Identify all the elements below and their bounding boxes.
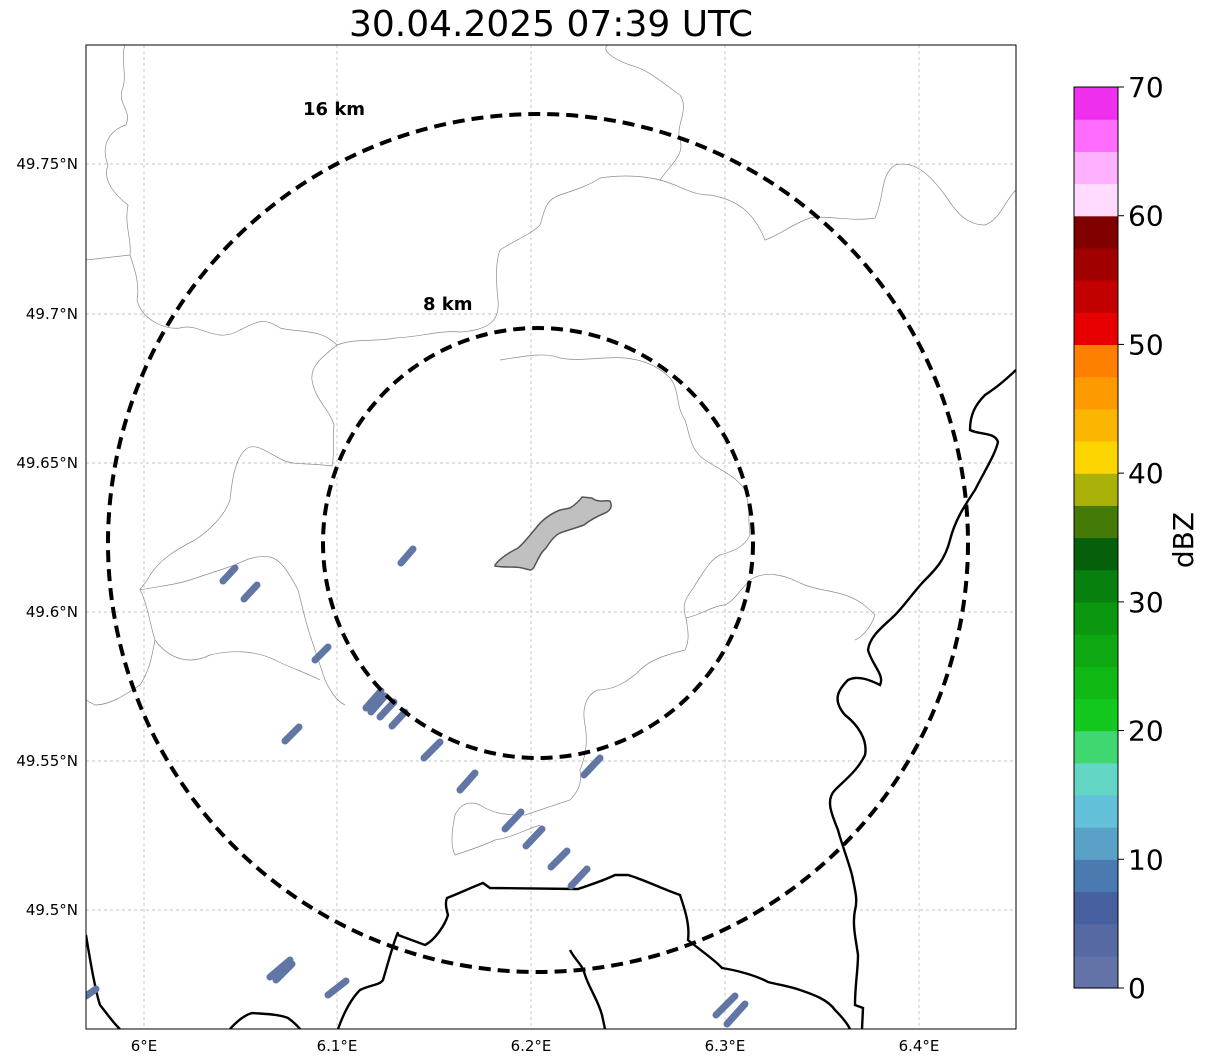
colorbar-tick-label: 70 xyxy=(1128,71,1164,104)
colorbar-bins xyxy=(1074,87,1118,989)
colorbar-bin xyxy=(1074,923,1118,957)
colorbar-bin xyxy=(1074,666,1118,699)
echo-cell xyxy=(324,977,350,999)
border-lux-fr xyxy=(86,934,121,1029)
lon-tick-label: 6.4°E xyxy=(899,1037,940,1055)
colorbar-bin xyxy=(1074,634,1118,667)
colorbar-bin xyxy=(1074,344,1118,378)
echo-cell xyxy=(367,692,389,716)
lat-tick-label: 49.55°N xyxy=(16,752,78,770)
colorbar-bin xyxy=(1074,505,1118,539)
colorbar-bin xyxy=(1074,473,1118,506)
colorbar-bin xyxy=(1074,408,1118,442)
country-borders xyxy=(86,369,1016,1029)
echo-cell xyxy=(388,708,409,730)
commune-borders xyxy=(86,45,1016,856)
colorbar-bin xyxy=(1074,537,1118,571)
echo-cell xyxy=(266,956,294,981)
colorbar-bin xyxy=(1074,440,1118,474)
border-lux-fr-3 xyxy=(336,931,400,1029)
colorbar-bin xyxy=(1074,376,1118,410)
echo-cell xyxy=(281,723,303,745)
city-area xyxy=(494,496,612,571)
echo-cell xyxy=(219,564,239,585)
colorbar-bin xyxy=(1074,247,1118,281)
reflectivity-echoes xyxy=(86,545,749,1028)
colorbar-bin xyxy=(1074,119,1118,152)
colorbar-bin xyxy=(1074,794,1118,828)
colorbar-bin xyxy=(1074,698,1118,732)
border-south-central xyxy=(397,873,852,1029)
echo-cell xyxy=(567,865,591,890)
range-ring-label-16km: 16 km xyxy=(303,99,365,120)
colorbar-tick-label: 20 xyxy=(1128,715,1164,748)
lon-tick-label: 6.2°E xyxy=(511,1037,552,1055)
echo-cell xyxy=(86,985,100,1000)
colorbar-ticks: 0 10 20 30 40 50 60 70 xyxy=(1118,71,1164,1005)
colorbar-bin xyxy=(1074,87,1118,120)
lat-tick-label: 49.65°N xyxy=(16,454,78,472)
lon-tick-label: 6°E xyxy=(131,1037,158,1055)
lon-tick-label: 6.1°E xyxy=(317,1037,358,1055)
echo-cell xyxy=(376,698,398,721)
map-frame xyxy=(85,44,1017,1030)
colorbar-bin xyxy=(1074,151,1118,185)
colorbar-tick-label: 0 xyxy=(1128,972,1146,1005)
colorbar-bin xyxy=(1074,312,1118,346)
echo-cell xyxy=(456,769,479,794)
echo-cell xyxy=(240,581,261,603)
range-ring-8km xyxy=(321,326,755,760)
lat-tick-label: 49.5°N xyxy=(26,901,78,919)
border-lux-fr-2 xyxy=(229,1011,301,1029)
colorbar-tick-label: 50 xyxy=(1128,328,1164,361)
colorbar-frame xyxy=(1073,86,1119,989)
colorbar-bin xyxy=(1074,215,1118,249)
lat-tick-label: 49.75°N xyxy=(16,155,78,173)
echo-cell xyxy=(272,960,296,984)
colorbar-bin xyxy=(1074,955,1118,989)
range-ring-16km xyxy=(106,112,970,974)
echo-cell xyxy=(362,687,385,712)
colorbar-bin xyxy=(1074,730,1118,764)
echo-cell xyxy=(580,754,604,779)
lon-tick-label: 6.3°E xyxy=(705,1037,746,1055)
lat-tick-labels: 49.5°N 49.55°N 49.6°N 49.65°N 49.7°N 49.… xyxy=(16,155,78,919)
colorbar-tick-label: 30 xyxy=(1128,586,1164,619)
echo-cell xyxy=(420,738,444,762)
lon-tick-labels: 6°E 6.1°E 6.2°E 6.3°E 6.4°E xyxy=(131,1037,940,1055)
map-title: 30.04.2025 07:39 UTC xyxy=(348,4,754,45)
colorbar-tick-label: 60 xyxy=(1128,200,1164,233)
border-south xyxy=(568,949,607,1029)
range-ring-label-8km: 8 km xyxy=(423,294,473,315)
colorbar-bin xyxy=(1074,183,1118,217)
lat-tick-label: 49.6°N xyxy=(26,603,78,621)
echo-cell xyxy=(522,825,546,850)
colorbar-bin xyxy=(1074,601,1118,635)
colorbar-tick-label: 40 xyxy=(1128,457,1164,490)
echo-cell xyxy=(397,545,417,567)
echo-cell xyxy=(501,808,525,833)
colorbar-bin xyxy=(1074,280,1118,313)
colorbar-bin xyxy=(1074,859,1118,893)
colorbar-bin xyxy=(1074,891,1118,925)
colorbar-bin xyxy=(1074,569,1118,603)
lat-tick-label: 49.7°N xyxy=(26,305,78,323)
colorbar-tick-label: 10 xyxy=(1128,843,1164,876)
border-east xyxy=(828,369,1016,1029)
colorbar-bin xyxy=(1074,762,1118,796)
range-rings xyxy=(106,112,970,974)
echo-cell xyxy=(547,847,571,871)
echo-cell xyxy=(311,643,332,664)
colorbar-label: dBZ xyxy=(1167,512,1200,568)
echo-cell xyxy=(723,1000,749,1028)
colorbar-bin xyxy=(1074,827,1118,860)
echo-cell xyxy=(712,992,739,1019)
